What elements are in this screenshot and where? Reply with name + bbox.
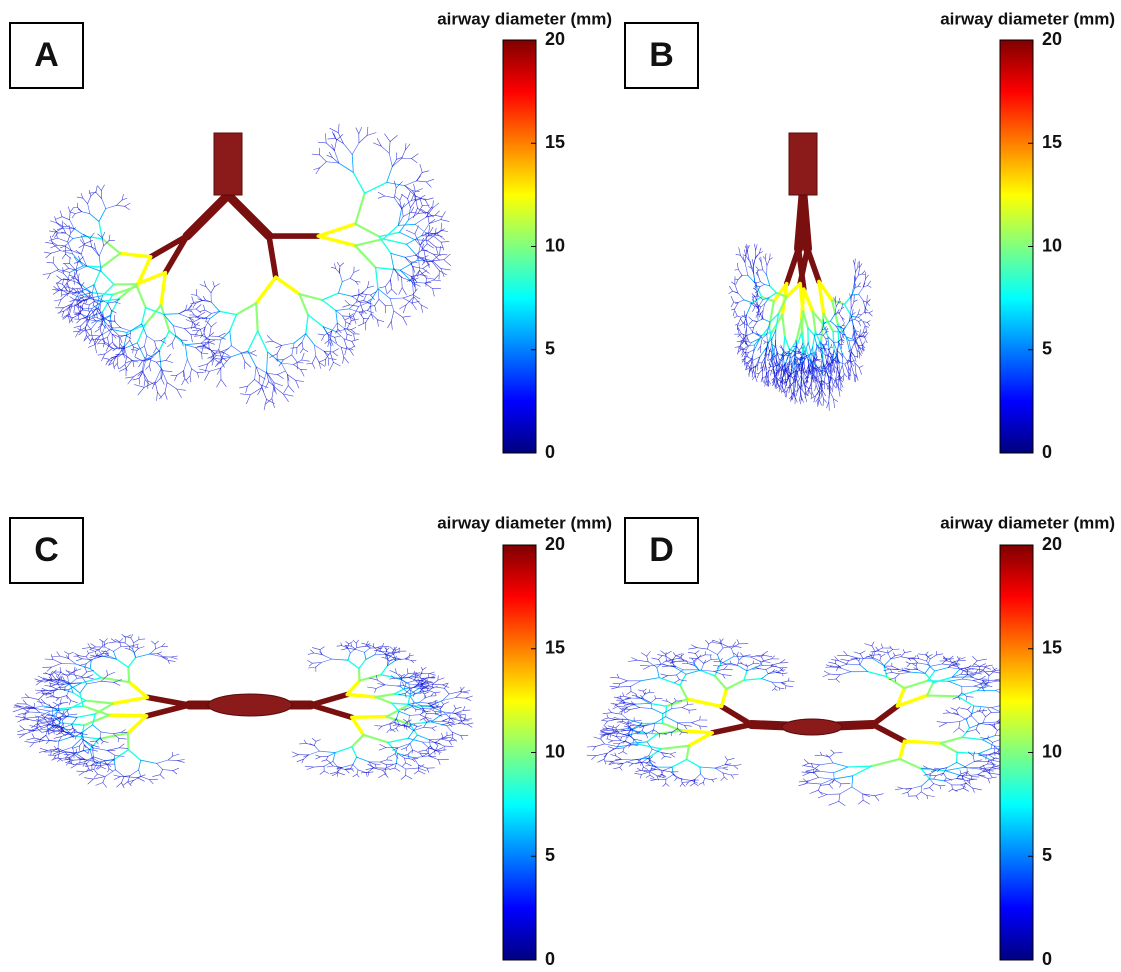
colorbar-tick-label: 20 (1042, 29, 1062, 49)
airway-branches (120, 224, 355, 305)
airway-branches (58, 143, 433, 388)
colorbar-tick-label: 0 (1042, 949, 1052, 969)
colorbar-tick-label: 20 (1042, 534, 1062, 554)
colorbar-tick-label: 5 (545, 339, 555, 359)
airway-branches (799, 195, 808, 249)
colorbar-tick-label: 0 (545, 949, 555, 969)
colorbar-tick-label: 10 (1042, 235, 1062, 255)
colorbar-title: airway diameter (mm) (437, 513, 612, 532)
colorbar-tick-label: 5 (545, 845, 555, 865)
colorbar-title: airway diameter (mm) (940, 513, 1115, 532)
colorbar-tick-label: 15 (545, 638, 565, 658)
colorbar-tick-label: 10 (545, 741, 565, 761)
trachea (789, 133, 817, 195)
colorbar-title: airway diameter (mm) (437, 9, 612, 28)
panel-label: D (649, 531, 674, 569)
airway-tree (43, 124, 451, 410)
colorbar-tick-label: 20 (545, 534, 565, 554)
airway-branches (787, 249, 819, 289)
trachea (782, 719, 842, 735)
panel-label: C (34, 531, 59, 569)
trachea (208, 694, 292, 716)
colorbar-tick-label: 0 (545, 442, 555, 462)
airway-tree (729, 195, 873, 411)
colorbar-tick-label: 10 (545, 235, 565, 255)
panel-label: A (34, 36, 59, 74)
figure: Aairway diameter (mm)05101520Bairway dia… (0, 0, 1121, 972)
airway-branches (43, 124, 451, 410)
colorbar-tick-label: 5 (1042, 339, 1052, 359)
colorbar-tick-label: 15 (1042, 132, 1062, 152)
trachea (214, 133, 242, 195)
airway-branches (187, 195, 269, 236)
colorbar-tick-label: 10 (1042, 741, 1062, 761)
colorbar-tick-label: 15 (545, 132, 565, 152)
panel-label: B (649, 36, 674, 74)
colorbar-tick-label: 15 (1042, 638, 1062, 658)
colorbar-tick-label: 20 (545, 29, 565, 49)
airway-branches (83, 172, 406, 352)
colorbar-title: airway diameter (mm) (940, 9, 1115, 28)
colorbar-tick-label: 0 (1042, 442, 1052, 462)
airway-branches (70, 154, 422, 371)
airway-branches (151, 236, 319, 277)
colorbar-tick-label: 5 (1042, 845, 1052, 865)
